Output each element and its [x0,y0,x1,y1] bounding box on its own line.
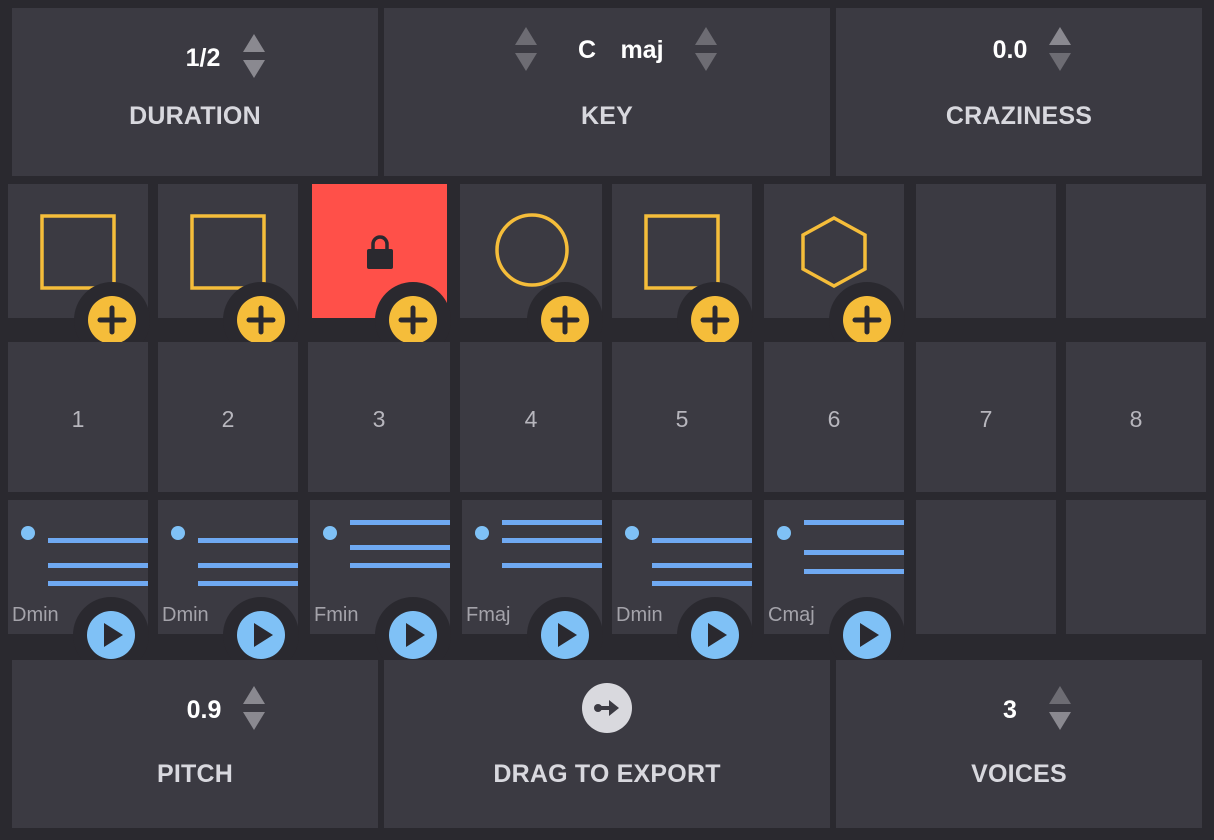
shape-cell-4[interactable] [460,184,602,318]
voices-panel: 3 VOICES [836,660,1202,828]
chord-cell-8[interactable] [1066,500,1206,634]
chord-cell-3[interactable]: Fmin [310,500,450,634]
circle-icon [495,213,569,287]
chord-notes-icon [475,520,602,568]
key-label: KEY [580,102,633,130]
slot-number: 8 [1129,406,1143,432]
chord-notes-icon [21,526,148,586]
craziness-label: CRAZINESS [945,102,1093,130]
slot-number: 7 [979,406,993,432]
export-arrow-icon[interactable] [581,682,633,734]
hexagon-icon [801,216,867,288]
key-mode-up-arrow-icon[interactable] [694,26,718,46]
plus-icon [398,305,428,335]
craziness-stepper[interactable] [1048,26,1072,74]
export-label: DRAG TO EXPORT [493,760,721,788]
voices-stepper[interactable] [1048,685,1072,733]
pitch-up-arrow-icon[interactable] [242,685,266,705]
key-panel: C maj KEY [384,8,830,176]
chord-cell-7[interactable] [916,500,1056,634]
play-icon [254,623,273,647]
square-icon [644,214,720,290]
slot-number: 4 [524,406,538,432]
chord-notes-icon [625,526,752,586]
plus-icon [852,305,882,335]
slot-number-cell-2[interactable]: 2 [158,342,298,492]
slot-number-cell-1[interactable]: 1 [8,342,148,492]
play-icon [104,623,123,647]
shape-cell-6[interactable] [764,184,904,318]
chord-name: Dmin [162,604,209,626]
shape-cell-8[interactable] [1066,184,1206,318]
chord-name: Cmaj [768,604,815,626]
square-icon [190,214,266,290]
plus-icon [700,305,730,335]
key-root-up-arrow-icon[interactable] [514,26,538,46]
chord-cell-2[interactable]: Dmin [158,500,298,634]
slot-number-cell-8[interactable]: 8 [1066,342,1206,492]
plus-icon [246,305,276,335]
slot-number-cell-3[interactable]: 3 [308,342,450,492]
slot-number-cell-5[interactable]: 5 [612,342,752,492]
slot-number: 2 [221,406,235,432]
craziness-up-arrow-icon[interactable] [1048,26,1072,46]
slot-number-cell-6[interactable]: 6 [764,342,904,492]
craziness-down-arrow-icon[interactable] [1048,52,1072,72]
shape-cell-7[interactable] [916,184,1056,318]
pitch-panel: 0.9 PITCH [12,660,378,828]
voices-down-arrow-icon[interactable] [1048,711,1072,731]
lock-icon [367,235,393,269]
slot-number: 1 [71,406,85,432]
slot-number-cell-7[interactable]: 7 [916,342,1056,492]
voices-up-arrow-icon[interactable] [1048,685,1072,705]
chord-notes-icon [777,520,904,574]
chord-cell-4[interactable]: Fmaj [462,500,602,634]
slot-number-cell-4[interactable]: 4 [460,342,602,492]
key-root-down-arrow-icon[interactable] [514,52,538,72]
duration-value: 1/2 [185,44,221,72]
voices-value: 3 [1003,696,1017,724]
key-root-value: C [577,36,597,64]
craziness-panel: 0.0 CRAZINESS [836,8,1202,176]
pitch-label: PITCH [157,760,233,788]
slot-number: 6 [827,406,841,432]
key-mode-down-arrow-icon[interactable] [694,52,718,72]
slot-number: 5 [675,406,689,432]
play-icon [860,623,879,647]
duration-panel: 1/2 DURATION [12,8,378,176]
duration-down-arrow-icon[interactable] [242,59,266,79]
play-icon [558,623,577,647]
play-icon [406,623,425,647]
chord-notes-icon [171,526,298,586]
duration-stepper[interactable] [242,33,266,81]
chord-name: Dmin [12,604,59,626]
pitch-stepper[interactable] [242,685,266,733]
duration-up-arrow-icon[interactable] [242,33,266,53]
pitch-down-arrow-icon[interactable] [242,711,266,731]
duration-label: DURATION [129,102,261,130]
voices-label: VOICES [971,760,1067,788]
pitch-value: 0.9 [186,696,222,724]
chord-notes-icon [323,520,450,568]
export-panel[interactable]: DRAG TO EXPORT [384,660,830,828]
play-icon [708,623,727,647]
craziness-value: 0.0 [992,36,1028,64]
key-mode-stepper[interactable] [694,26,718,74]
chord-name: Dmin [616,604,663,626]
chord-name: Fmaj [466,604,511,626]
chord-name: Fmin [314,604,359,626]
key-root-stepper[interactable] [514,26,538,74]
square-icon [40,214,116,290]
key-mode-value: maj [620,36,664,64]
plus-icon [550,305,580,335]
plus-icon [97,305,127,335]
slot-number: 3 [372,406,386,432]
